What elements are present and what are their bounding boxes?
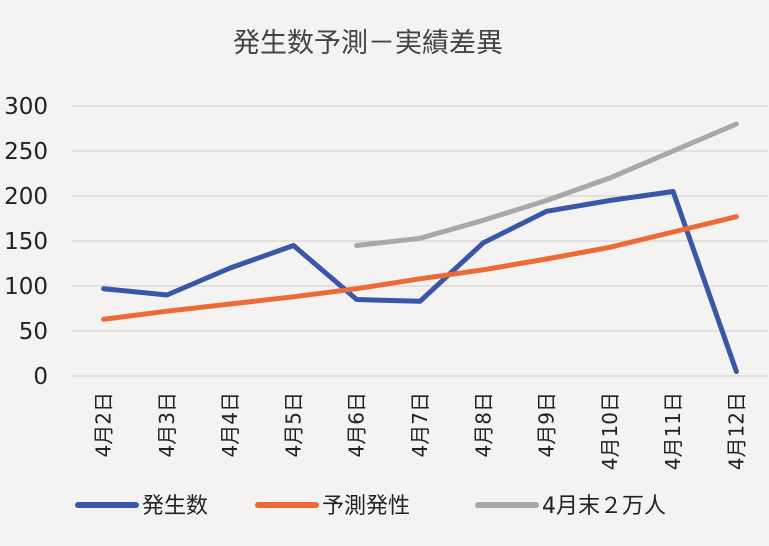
series-line-2 xyxy=(101,214,739,322)
y-axis-ticks: 0 50 100 150 200 250 300 xyxy=(4,94,48,390)
series-line-1 xyxy=(101,189,739,374)
x-tick-label: 4月3日 xyxy=(155,392,179,457)
y-tick-label: 100 xyxy=(4,274,48,300)
x-tick-label: 4月12日 xyxy=(724,392,748,470)
x-tick-label: 4月11日 xyxy=(661,392,685,470)
x-tick-label: 4月2日 xyxy=(92,392,116,457)
x-tick-label: 4月7日 xyxy=(408,392,432,457)
y-tick-label: 250 xyxy=(4,139,48,165)
y-tick-label: 150 xyxy=(4,229,48,255)
y-tick-label: 200 xyxy=(4,184,48,210)
legend-label: 4月末２万人 xyxy=(542,494,666,519)
x-tick-label: 4月9日 xyxy=(535,392,559,457)
y-tick-label: 0 xyxy=(33,364,48,390)
y-tick-label: 300 xyxy=(4,94,48,120)
series-line-3 xyxy=(354,121,739,248)
legend-label: 予測発性 xyxy=(322,494,410,519)
x-tick-label: 4月8日 xyxy=(471,392,495,457)
legend-label: 発生数 xyxy=(142,494,208,519)
legend: 発生数 予測発性 4月末２万人 xyxy=(75,494,666,519)
x-tick-label: 4月6日 xyxy=(345,392,369,457)
x-tick-label: 4月4日 xyxy=(218,392,242,457)
x-axis-ticks: 4月2日 4月3日 4月4日 4月5日 4月6日 4月7日 4月8日 4月9日 4月10日 4月1… xyxy=(92,392,749,470)
gridlines xyxy=(72,105,768,377)
x-tick-label: 4月5日 xyxy=(281,392,305,457)
y-tick-label: 50 xyxy=(19,319,48,345)
x-tick-label: 4月10日 xyxy=(598,392,622,470)
series-lines xyxy=(101,121,739,374)
chart-title: 発生数予測－実績差異 xyxy=(233,28,503,59)
